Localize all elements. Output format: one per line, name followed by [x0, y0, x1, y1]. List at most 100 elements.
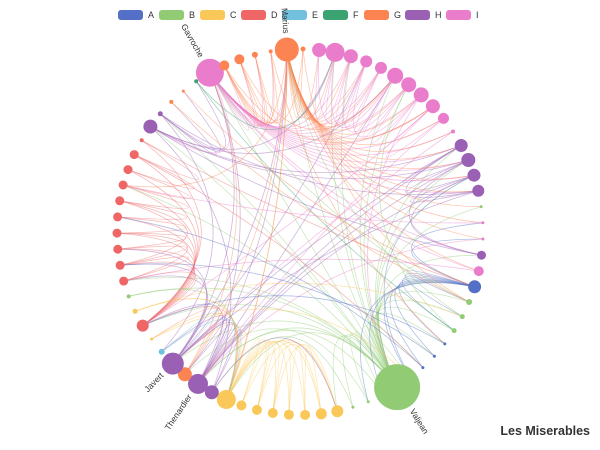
graph-node[interactable]: [300, 409, 311, 420]
graph-node[interactable]: [252, 404, 262, 415]
graph-node[interactable]: [343, 49, 358, 64]
graph-node[interactable]: [375, 61, 387, 74]
legend-swatch: [323, 10, 348, 20]
graph-node[interactable]: [194, 79, 199, 84]
graph-node[interactable]: [421, 366, 425, 370]
graph-node[interactable]: [466, 299, 473, 305]
graph-node[interactable]: [401, 77, 417, 93]
graph-node[interactable]: [387, 67, 404, 84]
graph-edge: [286, 49, 482, 208]
graph-edge: [209, 72, 409, 137]
graph-node[interactable]: [126, 294, 131, 299]
node-javert[interactable]: [161, 352, 184, 375]
graph-node[interactable]: [129, 150, 139, 160]
graph-edge: [120, 261, 196, 326]
graph-node[interactable]: [216, 390, 236, 409]
node-gavroche[interactable]: [195, 58, 224, 87]
graph-node[interactable]: [219, 60, 230, 71]
graph-edge: [225, 49, 288, 400]
node-valjean[interactable]: [374, 364, 421, 411]
node-thenardier[interactable]: [188, 373, 208, 394]
graph-node[interactable]: [236, 400, 247, 411]
graph-node[interactable]: [150, 337, 154, 341]
graph-node[interactable]: [477, 250, 486, 260]
legend-item-d[interactable]: D: [241, 8, 278, 22]
graph-node[interactable]: [325, 42, 345, 62]
graph-node[interactable]: [283, 409, 294, 420]
graph-node[interactable]: [112, 228, 122, 238]
graph-node[interactable]: [234, 54, 245, 65]
graph-node[interactable]: [454, 139, 468, 152]
legend-item-i[interactable]: I: [446, 8, 479, 22]
graph-node[interactable]: [473, 266, 484, 277]
graph-node[interactable]: [268, 49, 273, 54]
graph-node[interactable]: [113, 244, 123, 254]
legend-item-f[interactable]: F: [323, 8, 359, 22]
graph-edge: [286, 49, 469, 169]
graph-node[interactable]: [157, 111, 163, 117]
graph-node[interactable]: [315, 408, 327, 420]
graph-node[interactable]: [425, 99, 440, 114]
graph-node[interactable]: [312, 43, 327, 57]
graph-node[interactable]: [177, 367, 192, 382]
graph-edge: [141, 139, 475, 288]
legend-swatch: [200, 10, 225, 20]
graph-edge: [197, 329, 242, 393]
graph-node[interactable]: [481, 221, 485, 225]
graph-node[interactable]: [181, 89, 185, 93]
graph-edge: [286, 49, 398, 388]
graph-node[interactable]: [267, 408, 278, 418]
graph-edge: [184, 328, 369, 402]
graph-node[interactable]: [115, 196, 125, 206]
graph-node[interactable]: [432, 354, 436, 358]
graph-node[interactable]: [438, 112, 449, 124]
legend-item-h[interactable]: H: [405, 8, 442, 22]
graph-node[interactable]: [413, 87, 429, 103]
graph-edge: [223, 65, 434, 143]
graph-node[interactable]: [169, 99, 174, 104]
graph-node[interactable]: [443, 342, 447, 346]
graph-node[interactable]: [481, 237, 485, 241]
graph-node[interactable]: [381, 393, 385, 397]
graph-node[interactable]: [451, 328, 457, 334]
graph-node[interactable]: [451, 129, 455, 134]
graph-node[interactable]: [158, 348, 165, 355]
graph-node[interactable]: [115, 260, 125, 270]
graph-edge: [286, 48, 304, 119]
graph-node[interactable]: [472, 184, 485, 197]
graph-edge: [151, 307, 220, 375]
graph-node[interactable]: [468, 280, 482, 294]
graph-node[interactable]: [331, 405, 344, 418]
graph-node[interactable]: [351, 405, 355, 409]
graph-node[interactable]: [132, 308, 138, 314]
graph-node[interactable]: [119, 276, 129, 286]
graph-edge: [223, 59, 259, 127]
graph-edge: [411, 222, 483, 288]
graph-node[interactable]: [479, 205, 483, 209]
legend-item-b[interactable]: B: [159, 8, 195, 22]
legend-swatch: [282, 10, 307, 20]
graph-node[interactable]: [143, 119, 158, 134]
graph-edge: [142, 295, 446, 345]
graph-node[interactable]: [366, 400, 370, 404]
graph-edge: [128, 287, 398, 388]
graph-node[interactable]: [113, 212, 123, 222]
graph-node[interactable]: [360, 55, 373, 68]
graph-edge: [142, 304, 398, 388]
legend-item-g[interactable]: G: [364, 8, 401, 22]
legend-item-a[interactable]: A: [118, 8, 154, 22]
legend-item-c[interactable]: C: [200, 8, 237, 22]
legend-item-e[interactable]: E: [282, 8, 318, 22]
graph-node[interactable]: [139, 138, 144, 143]
graph-node[interactable]: [459, 314, 465, 320]
graph-node[interactable]: [204, 385, 219, 400]
graph-node[interactable]: [118, 180, 128, 190]
graph-edge: [197, 49, 288, 385]
graph-node[interactable]: [461, 153, 476, 167]
graph-node[interactable]: [467, 168, 481, 182]
graph-node[interactable]: [300, 46, 306, 52]
graph-node[interactable]: [251, 51, 258, 58]
node-marius[interactable]: [274, 37, 299, 62]
graph-node[interactable]: [123, 165, 133, 175]
graph-node[interactable]: [136, 319, 149, 332]
